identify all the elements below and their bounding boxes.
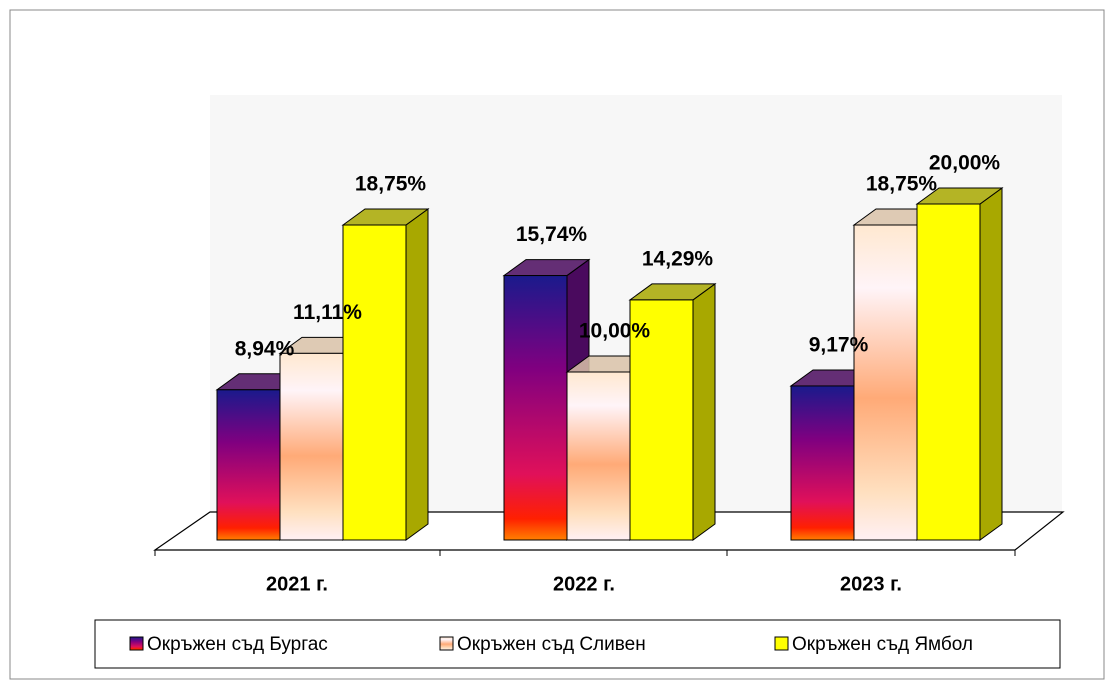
legend-swatch: [439, 636, 454, 651]
data-label: 11,11%: [293, 301, 362, 324]
x-tick-label: 2021 г.: [266, 573, 328, 595]
data-label: 8,94%: [235, 337, 295, 360]
legend-swatch: [129, 636, 144, 651]
bar: [629, 299, 694, 541]
data-label: 10,00%: [579, 320, 651, 343]
legend: [94, 619, 1061, 669]
bar: [216, 389, 281, 541]
legend-swatch: [774, 636, 789, 651]
bar: [916, 203, 981, 541]
data-label: 9,17%: [809, 333, 869, 356]
legend-label: Окръжен съд Бургас: [147, 634, 328, 655]
x-tick-label: 2023 г.: [840, 573, 902, 595]
bar-side: [979, 187, 1003, 541]
bar: [503, 275, 568, 541]
bar: [279, 352, 344, 541]
legend-label: Окръжен съд Сливен: [457, 634, 646, 655]
data-label: 18,75%: [355, 173, 427, 196]
bar: [853, 224, 918, 541]
bar-side: [692, 282, 716, 541]
bar-side: [405, 208, 429, 541]
bar: [566, 371, 631, 541]
data-label: 14,29%: [642, 247, 714, 270]
data-label: 20,00%: [929, 152, 1001, 175]
bar: [342, 224, 407, 541]
data-label: 15,74%: [516, 223, 588, 246]
legend-label: Окръжен съд Ямбол: [792, 634, 973, 655]
x-tick-label: 2022 г.: [553, 573, 615, 595]
data-label: 18,75%: [866, 173, 938, 196]
bar: [790, 385, 855, 541]
